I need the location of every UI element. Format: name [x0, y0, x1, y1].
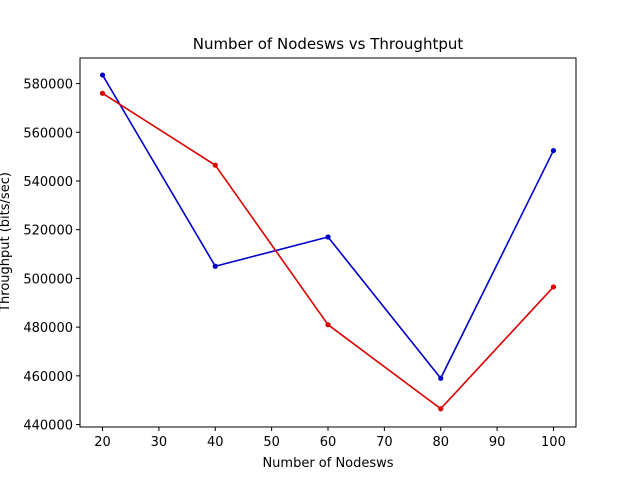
chart-title: Number of Nodesws vs Throughtput [193, 35, 464, 53]
x-tick-label: 20 [94, 435, 111, 450]
series-2-point [438, 406, 444, 412]
y-tick-label: 520000 [23, 224, 73, 239]
x-tick-label: 100 [541, 435, 566, 450]
series-2-point [99, 90, 106, 96]
x-tick-label: 70 [376, 435, 393, 450]
series-1-point [550, 147, 557, 154]
y-tick-label: 440000 [23, 419, 73, 434]
series-2-point [550, 284, 557, 290]
x-tick-label: 60 [320, 435, 337, 450]
plot-area: 20 30 40 50 60 70 80 90 100 440000 460000 480000 500… [23, 57, 577, 450]
series-line-2 [102, 92, 555, 410]
y-tick-label: 500000 [23, 272, 73, 287]
x-tick-label: 80 [432, 435, 449, 450]
series-2-point [325, 322, 331, 328]
y-axis-label: Throughput (bits/sec) [0, 172, 13, 313]
x-tick-label: 30 [151, 435, 168, 450]
x-tick-label: 40 [207, 435, 224, 450]
x-tick-label: 90 [489, 435, 506, 450]
series-line-1 [101, 74, 555, 380]
y-tick-label: 540000 [23, 175, 73, 190]
x-axis-label: Number of Nodesws [262, 456, 393, 471]
series-1-point [99, 72, 106, 78]
series-1-point [212, 263, 218, 269]
y-tick-label: 480000 [23, 321, 73, 336]
series-2-point [212, 162, 218, 168]
x-tick-label: 50 [263, 435, 280, 450]
y-tick-label: 460000 [23, 370, 73, 385]
plot-frame [79, 57, 577, 428]
y-tick-label: 560000 [23, 126, 73, 141]
y-tick-label: 580000 [23, 78, 73, 93]
series-1-point [325, 234, 331, 240]
series-1-point [438, 375, 444, 381]
